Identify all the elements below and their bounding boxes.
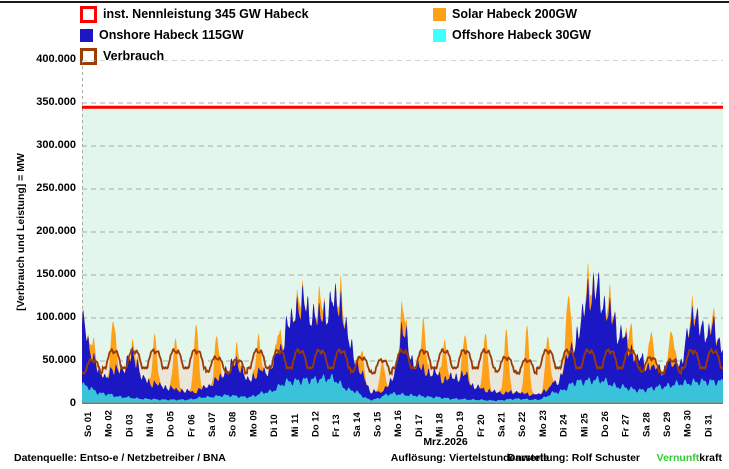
verbrauch-line	[82, 347, 723, 377]
y-tick-label: 200.000	[36, 225, 76, 237]
legend-label: Solar Habeck 200GW	[452, 7, 578, 21]
x-tick-label: So 15	[373, 411, 384, 437]
y-tick-label: 50.000	[42, 354, 76, 366]
chart-plot-svg	[82, 60, 723, 404]
x-tick-label: So 01	[83, 411, 94, 437]
x-tick-label: Do 12	[311, 411, 322, 437]
x-tick-label: Mo 30	[683, 410, 694, 437]
x-tick-label: So 08	[228, 412, 239, 437]
footer-credit: Darstellung: Rolf Schuster	[507, 452, 640, 464]
x-tick-label: Di 03	[124, 414, 135, 437]
x-tick-label: Mi 04	[145, 413, 156, 437]
x-tick-label: Sa 21	[497, 411, 508, 437]
offshore-area	[82, 373, 723, 404]
x-tick-label: Di 17	[414, 414, 425, 437]
x-tick-label: Di 10	[269, 414, 280, 437]
onshore-swatch-icon	[80, 28, 93, 42]
x-tick-label: Sa 14	[352, 411, 363, 437]
x-axis-labels: So 01 Mo 02 Di 03 Mi 04 Do 05 Fr 06 Sa 07 So 08…	[83, 410, 714, 437]
legend-item-solar: Solar Habeck 200GW	[433, 6, 577, 22]
solar-swatch-icon	[433, 7, 446, 21]
y-tick-label: 400.000	[36, 53, 76, 65]
x-tick-label: Mi 25	[579, 413, 590, 437]
x-tick-label: Fr 27	[621, 414, 632, 437]
x-tick-label: Di 24	[559, 414, 570, 437]
legend-item-onshore: Onshore Habeck 115GW	[80, 27, 244, 43]
x-tick-label: Mo 16	[393, 410, 404, 437]
x-tick-label: Do 26	[600, 411, 611, 437]
x-tick-label: So 29	[662, 412, 673, 437]
x-tick-label: Mi 18	[435, 413, 446, 437]
legend-item-nennleistung: inst. Nennleistung 345 GW Habeck	[80, 5, 309, 23]
y-tick-label: 150.000	[36, 268, 76, 280]
y-tick-label: 350.000	[36, 96, 76, 108]
y-tick-label: 100.000	[36, 311, 76, 323]
onshore-area	[82, 272, 723, 404]
x-tick-label: Mi 11	[290, 413, 301, 437]
x-tick-label: Mo 23	[538, 410, 549, 437]
x-tick-label: Do 05	[166, 410, 177, 437]
x-tick-label: Sa 07	[207, 412, 218, 437]
footer-source: Datenquelle: Entso-e / Netzbetreiber / B…	[14, 452, 226, 464]
offshore-swatch-icon	[433, 28, 446, 42]
legend-item-offshore: Offshore Habeck 30GW	[433, 27, 591, 43]
footer-brand-logo: Vernunftkraft	[657, 452, 722, 464]
x-tick-label: Do 19	[455, 411, 466, 437]
x-tick-label: Mo 02	[104, 410, 115, 437]
footer-resolution: Auflösung: Viertelstundenwerte	[390, 452, 550, 464]
x-axis-month-label: Mrz.2026	[423, 436, 468, 448]
x-tick-label: Fr 13	[331, 414, 342, 437]
footer-brand-green: Vernunft	[656, 452, 700, 464]
x-tick-label: Mo 09	[248, 410, 259, 437]
y-tick-label: 300.000	[36, 139, 76, 151]
x-tick-label: Di 31	[703, 414, 714, 437]
x-tick-label: Fr 20	[476, 414, 487, 437]
footer-brand-black: kraft	[699, 452, 722, 464]
plot-area	[82, 60, 723, 404]
legend-label: inst. Nennleistung 345 GW Habeck	[103, 7, 309, 21]
x-tick-label: Fr 06	[186, 414, 197, 437]
legend-label: Offshore Habeck 30GW	[452, 28, 591, 42]
nennleistung-swatch-icon	[80, 5, 97, 23]
x-tick-label: Sa 28	[641, 412, 652, 437]
y-tick-label: 250.000	[36, 182, 76, 194]
x-tick-label: So 22	[517, 412, 528, 437]
y-tick-label: 0	[69, 397, 76, 409]
legend-label: Onshore Habeck 115GW	[99, 28, 244, 42]
window-top-border	[0, 1, 729, 3]
